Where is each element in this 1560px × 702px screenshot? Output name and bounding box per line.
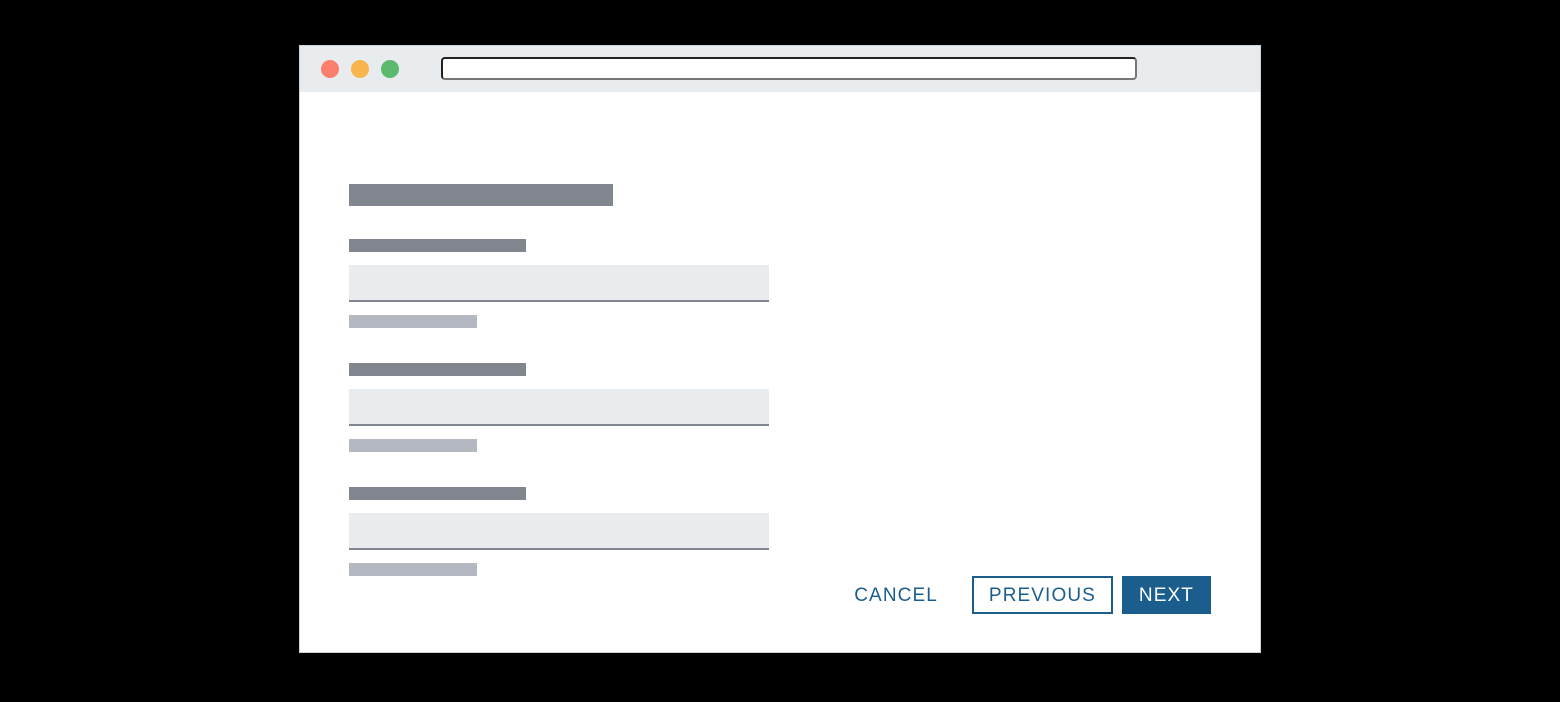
field-label-skeleton [349,239,526,252]
minimize-window-icon[interactable] [351,60,369,78]
page-title-skeleton [349,184,613,206]
traffic-light-group [321,46,399,92]
form-field-group [349,363,769,452]
field-help-skeleton [349,439,477,452]
maximize-window-icon[interactable] [381,60,399,78]
url-input[interactable] [441,57,1137,80]
field-help-skeleton [349,563,477,576]
field-input-skeleton[interactable] [349,265,769,302]
page-content: CANCEL PREVIOUS NEXT [300,92,1260,652]
previous-button[interactable]: PREVIOUS [971,576,1113,614]
field-input-skeleton[interactable] [349,389,769,426]
browser-window: CANCEL PREVIOUS NEXT [299,45,1261,653]
form-field-group [349,239,769,328]
browser-titlebar [300,46,1260,92]
field-input-skeleton[interactable] [349,513,769,550]
next-button[interactable]: NEXT [1121,576,1211,614]
field-label-skeleton [349,363,526,376]
field-help-skeleton [349,315,477,328]
wizard-action-bar: CANCEL PREVIOUS NEXT [837,576,1211,614]
cancel-button[interactable]: CANCEL [837,576,955,614]
close-window-icon[interactable] [321,60,339,78]
form-field-group [349,487,769,576]
field-label-skeleton [349,487,526,500]
